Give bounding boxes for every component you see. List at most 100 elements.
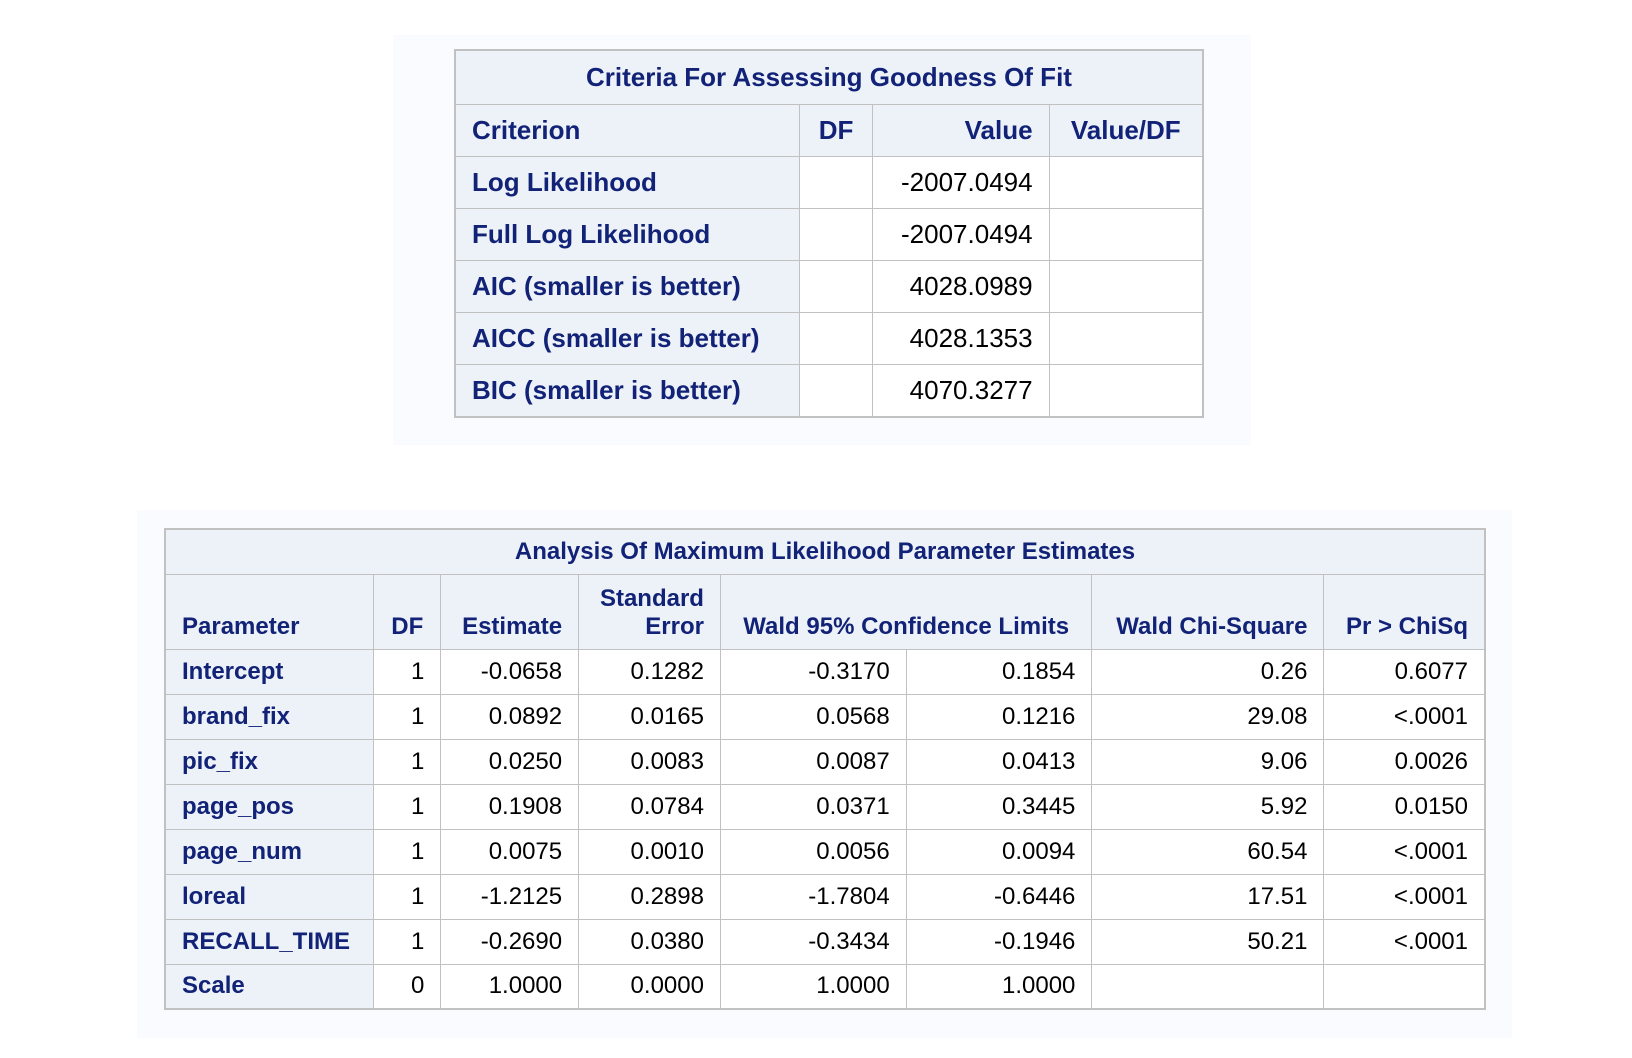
fit-table-body: Log Likelihood -2007.0494 Full Log Likelih… [454, 156, 1204, 417]
upper-limit-cell: -0.6446 [905, 873, 1093, 920]
standard-error-line1: Standard [599, 584, 704, 612]
value-df-cell [1048, 156, 1204, 209]
standard-error-cell: 0.0000 [578, 963, 721, 1010]
df-cell: 1 [373, 738, 442, 785]
col-header-value: Value [871, 104, 1050, 157]
value-cell: 4070.3277 [871, 364, 1050, 417]
value-cell: 4028.0989 [871, 260, 1050, 313]
value-df-cell [1048, 260, 1204, 313]
col-header-value-df: Value/DF [1048, 104, 1204, 157]
table-row: Intercept 1 -0.0658 0.1282 -0.3170 0.1854 0.26… [164, 648, 1486, 695]
standard-error-cell: 0.0010 [578, 828, 721, 875]
table-row: pic_fix 1 0.0250 0.0083 0.0087 0.0413 9.06 0.00… [164, 738, 1486, 785]
parameter-cell: brand_fix [164, 693, 375, 740]
lower-limit-cell: 0.0371 [719, 783, 907, 830]
wald-chi-square-cell: 9.06 [1091, 738, 1325, 785]
pr-chisq-cell: <.0001 [1323, 828, 1486, 875]
upper-limit-cell: -0.1946 [905, 918, 1093, 965]
lower-limit-cell: -0.3170 [719, 648, 907, 695]
col-header-wald-confidence-limits: Wald 95% Confidence Limits [719, 573, 1093, 650]
wald-chi-square-cell: 5.92 [1091, 783, 1325, 830]
value-cell: -2007.0494 [871, 156, 1050, 209]
standard-error-cell: 0.1282 [578, 648, 721, 695]
criterion-cell: AIC (smaller is better) [454, 260, 801, 313]
table-row: AIC (smaller is better) 4028.0989 [454, 260, 1204, 313]
table-row: RECALL_TIME 1 -0.2690 0.0380 -0.3434 -0.1946 5… [164, 918, 1486, 965]
parameter-cell: Scale [164, 963, 375, 1010]
upper-limit-cell: 0.0413 [905, 738, 1093, 785]
parameter-cell: RECALL_TIME [164, 918, 375, 965]
estimate-cell: -0.0658 [440, 648, 580, 695]
col-header-standard-error: Standard Error [578, 573, 721, 650]
lower-limit-cell: 1.0000 [719, 963, 907, 1010]
estimate-cell: -1.2125 [440, 873, 580, 920]
df-cell: 1 [373, 873, 442, 920]
standard-error-cell: 0.0784 [578, 783, 721, 830]
col-header-pr-chisq: Pr > ChiSq [1323, 573, 1486, 650]
df-cell: 1 [373, 783, 442, 830]
col-header-df: DF [373, 573, 442, 650]
wald-chi-square-cell: 17.51 [1091, 873, 1325, 920]
wald-chi-square-cell: 50.21 [1091, 918, 1325, 965]
table-row: page_pos 1 0.1908 0.0784 0.0371 0.3445 5.92 0.0… [164, 783, 1486, 830]
col-header-df: DF [799, 104, 873, 157]
table-row: page_num 1 0.0075 0.0010 0.0056 0.0094 60.54 <.… [164, 828, 1486, 875]
pr-chisq-cell: 0.6077 [1323, 648, 1486, 695]
criterion-cell: AICC (smaller is better) [454, 312, 801, 365]
estimates-table-title: Analysis Of Maximum Likelihood Parameter… [164, 528, 1486, 575]
table-row: Scale 0 1.0000 0.0000 1.0000 1.0000 [164, 963, 1486, 1010]
value-cell: 4028.1353 [871, 312, 1050, 365]
pr-chisq-cell: <.0001 [1323, 693, 1486, 740]
upper-limit-cell: 0.1216 [905, 693, 1093, 740]
value-df-cell [1048, 312, 1204, 365]
criterion-cell: Log Likelihood [454, 156, 801, 209]
parameter-cell: page_pos [164, 783, 375, 830]
df-cell: 1 [373, 828, 442, 875]
lower-limit-cell: 0.0056 [719, 828, 907, 875]
upper-limit-cell: 0.0094 [905, 828, 1093, 875]
wald-chi-square-cell: 60.54 [1091, 828, 1325, 875]
estimate-cell: 0.0250 [440, 738, 580, 785]
df-cell [799, 364, 873, 417]
wald-chi-square-cell: 0.26 [1091, 648, 1325, 695]
table-row: brand_fix 1 0.0892 0.0165 0.0568 0.1216 29.08 <… [164, 693, 1486, 740]
standard-error-cell: 0.0165 [578, 693, 721, 740]
goodness-of-fit-table: Criteria For Assessing Goodness Of Fit C… [454, 49, 1204, 418]
col-header-criterion: Criterion [454, 104, 801, 157]
col-header-wald-chi-square: Wald Chi-Square [1091, 573, 1325, 650]
parameter-estimates-table: Analysis Of Maximum Likelihood Parameter… [164, 528, 1486, 1010]
estimate-cell: 0.0892 [440, 693, 580, 740]
estimate-cell: 0.1908 [440, 783, 580, 830]
standard-error-line2: Error [645, 612, 704, 640]
pr-chisq-cell [1323, 963, 1486, 1010]
df-cell: 0 [373, 963, 442, 1010]
upper-limit-cell: 1.0000 [905, 963, 1093, 1010]
standard-error-cell: 0.2898 [578, 873, 721, 920]
parameter-cell: page_num [164, 828, 375, 875]
parameter-cell: loreal [164, 873, 375, 920]
lower-limit-cell: -0.3434 [719, 918, 907, 965]
value-df-cell [1048, 364, 1204, 417]
criterion-cell: BIC (smaller is better) [454, 364, 801, 417]
estimate-cell: -0.2690 [440, 918, 580, 965]
parameter-cell: pic_fix [164, 738, 375, 785]
criterion-cell: Full Log Likelihood [454, 208, 801, 261]
estimate-cell: 1.0000 [440, 963, 580, 1010]
upper-limit-cell: 0.1854 [905, 648, 1093, 695]
df-cell [799, 156, 873, 209]
wald-chi-square-cell: 29.08 [1091, 693, 1325, 740]
df-cell: 1 [373, 918, 442, 965]
lower-limit-cell: -1.7804 [719, 873, 907, 920]
table-row: loreal 1 -1.2125 0.2898 -1.7804 -0.6446 17.51 <… [164, 873, 1486, 920]
col-header-parameter: Parameter [164, 573, 375, 650]
estimate-cell: 0.0075 [440, 828, 580, 875]
standard-error-cell: 0.0380 [578, 918, 721, 965]
table-row: Full Log Likelihood -2007.0494 [454, 208, 1204, 261]
df-cell [799, 208, 873, 261]
pr-chisq-cell: 0.0150 [1323, 783, 1486, 830]
df-cell: 1 [373, 693, 442, 740]
value-cell: -2007.0494 [871, 208, 1050, 261]
table-row: BIC (smaller is better) 4070.3277 [454, 364, 1204, 417]
table-row: AICC (smaller is better) 4028.1353 [454, 312, 1204, 365]
df-cell: 1 [373, 648, 442, 695]
